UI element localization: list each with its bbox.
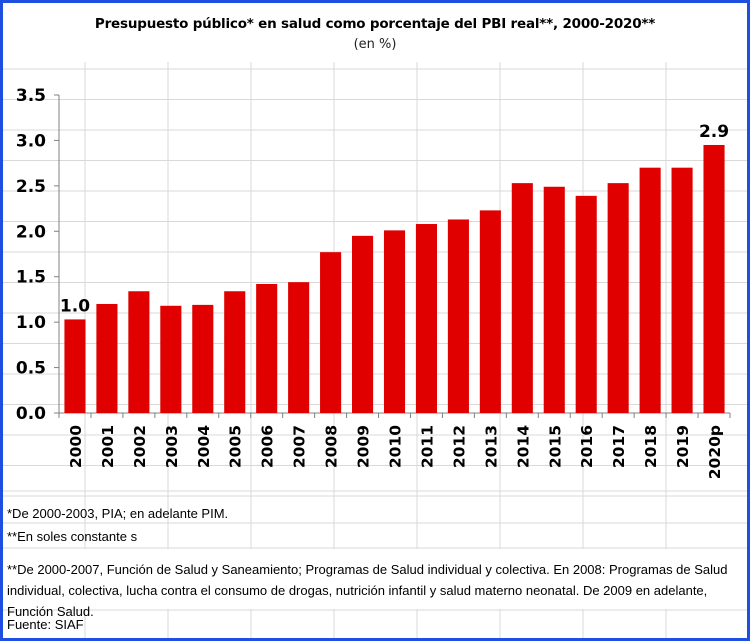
x-tick-label: 2008 bbox=[323, 425, 341, 468]
y-tick-label: 2.5 bbox=[16, 177, 46, 197]
bar-2008 bbox=[320, 252, 342, 413]
chart-subtitle: (en %) bbox=[353, 37, 397, 52]
x-tick-label: 2018 bbox=[642, 425, 660, 468]
bar-2017 bbox=[607, 183, 629, 413]
data-label: 1.0 bbox=[60, 296, 90, 316]
bar-2019 bbox=[671, 167, 693, 413]
x-tick-label: 2020p bbox=[706, 425, 724, 479]
bar-2005 bbox=[224, 291, 246, 413]
x-tick-label: 2009 bbox=[355, 425, 373, 468]
bar-2002 bbox=[128, 291, 150, 413]
x-tick-label: 2013 bbox=[482, 425, 500, 468]
chart-title: Presupuesto público* en salud como porce… bbox=[94, 16, 656, 32]
x-tick-label: 2002 bbox=[131, 425, 149, 468]
footnote-1: *De 2000-2003, PIA; en adelante PIM. bbox=[7, 506, 229, 521]
bar-2010 bbox=[383, 230, 406, 413]
data-label: 2.9 bbox=[699, 122, 729, 142]
x-tick-label: 2006 bbox=[259, 425, 277, 468]
bar-2015 bbox=[543, 186, 565, 413]
x-tick-label: 2017 bbox=[610, 425, 628, 468]
y-tick-label: 2.0 bbox=[16, 222, 46, 242]
y-tick-label: 1.0 bbox=[16, 313, 46, 333]
bar-chart: 0.0 0.5 1.0 1.5 2.0 2.5 3.0 3.5 2000 2001 2002 2003… bbox=[16, 86, 731, 479]
bar-2020p bbox=[703, 144, 725, 413]
spreadsheet-grid bbox=[3, 3, 747, 638]
footnote-3: **De 2000-2007, Función de Salud y Sanea… bbox=[7, 562, 728, 619]
bar-2013 bbox=[479, 210, 501, 413]
y-tick-label: 3.5 bbox=[16, 86, 46, 106]
x-tick-label: 2012 bbox=[450, 425, 468, 468]
x-tick-label: 2011 bbox=[418, 425, 436, 468]
bar-2014 bbox=[511, 183, 533, 413]
bar-2003 bbox=[160, 305, 182, 413]
x-tick-label: 2001 bbox=[99, 425, 117, 468]
x-tick-label: 2019 bbox=[674, 425, 692, 468]
bar-2012 bbox=[447, 219, 469, 413]
bar-2004 bbox=[192, 304, 214, 413]
bar-2001 bbox=[96, 303, 118, 413]
bar-2009 bbox=[352, 235, 374, 413]
y-tick-label: 0.5 bbox=[16, 359, 46, 379]
title-cell bbox=[3, 3, 747, 62]
x-tick-label: 2016 bbox=[578, 425, 596, 468]
x-tick-label: 2003 bbox=[163, 425, 181, 468]
bar-2016 bbox=[575, 195, 597, 413]
x-tick-label: 2015 bbox=[546, 425, 564, 468]
footnote-2: **En soles constante s bbox=[7, 529, 138, 544]
bar-2011 bbox=[415, 224, 437, 413]
bar-2007 bbox=[288, 282, 310, 413]
y-tick-label: 3.0 bbox=[16, 131, 46, 151]
source-note: Fuente: SIAF bbox=[7, 617, 84, 632]
x-tick-label: 2007 bbox=[291, 425, 309, 468]
x-tick-label: 2004 bbox=[195, 425, 213, 468]
note-cell bbox=[3, 549, 747, 609]
x-tick-label: 2005 bbox=[227, 425, 245, 468]
x-tick-label: 2014 bbox=[514, 425, 532, 468]
bar-2006 bbox=[256, 283, 278, 413]
bar-2018 bbox=[639, 167, 661, 413]
x-tick-label: 2000 bbox=[67, 425, 85, 468]
bar-2000 bbox=[64, 319, 86, 413]
x-tick-label: 2010 bbox=[387, 425, 405, 468]
y-tick-label: 0.0 bbox=[16, 404, 46, 424]
y-tick-label: 1.5 bbox=[16, 268, 46, 288]
